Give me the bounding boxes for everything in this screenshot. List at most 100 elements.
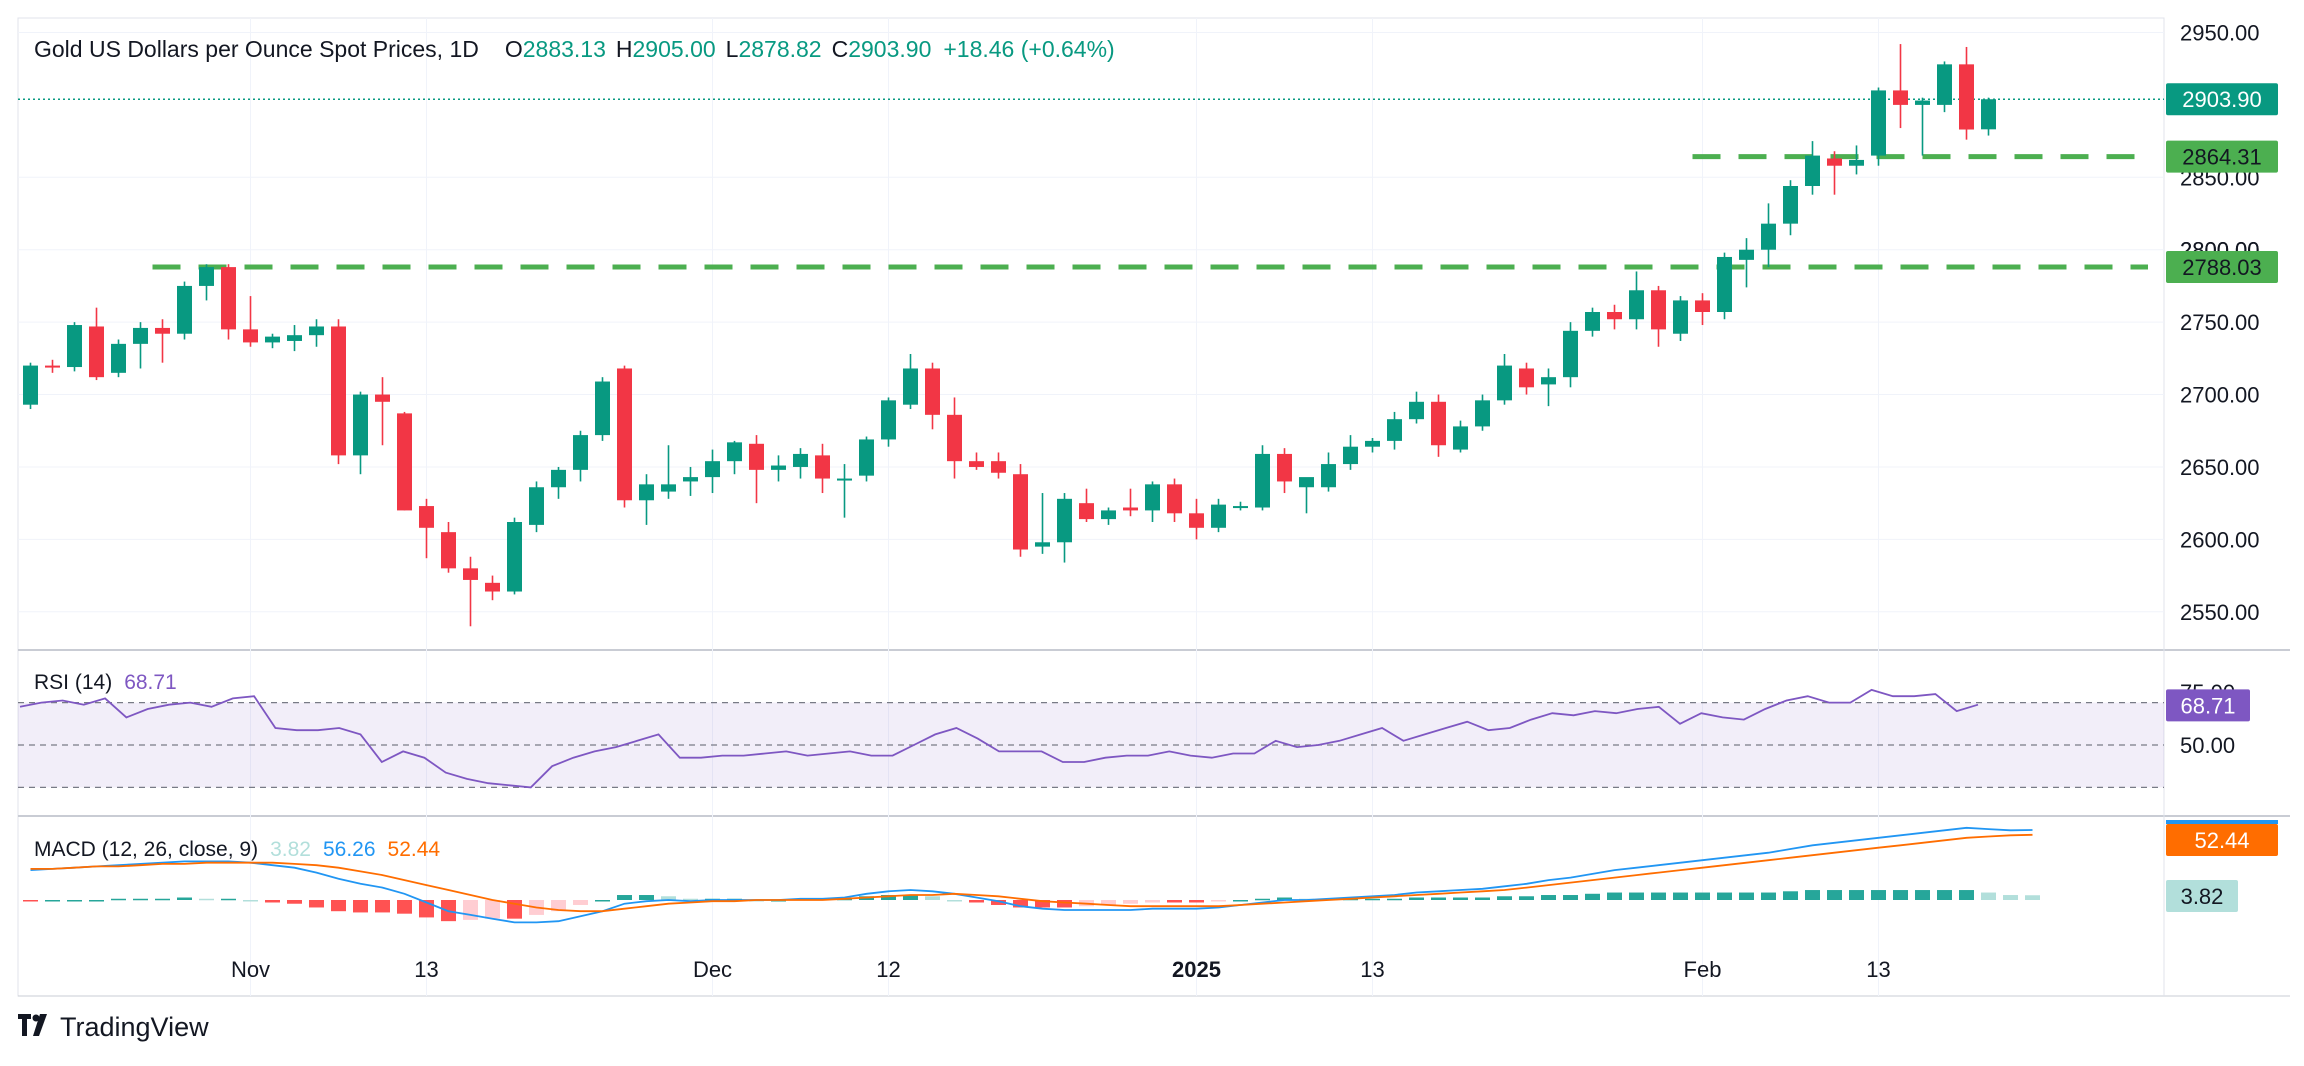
candle-body	[1607, 312, 1622, 320]
macd-histogram-bar	[485, 900, 500, 919]
macd-histogram-bar	[353, 900, 368, 913]
price-tick-label: 2600.00	[2180, 527, 2260, 552]
macd-histogram-bar	[199, 898, 214, 901]
macd-histogram-bar	[573, 900, 588, 905]
candle-body	[793, 453, 808, 467]
candle-body	[67, 325, 82, 368]
candle-body	[133, 327, 148, 344]
price-tick-label: 2950.00	[2180, 20, 2260, 45]
candle-body	[1321, 464, 1336, 488]
candle-body	[529, 487, 544, 525]
candle-body	[727, 442, 742, 462]
macd-histogram-bar	[1057, 900, 1072, 908]
candle-body	[1959, 64, 1974, 130]
candle-body	[1739, 249, 1754, 260]
candle-body	[1915, 100, 1930, 105]
macd-histogram-bar	[243, 900, 258, 902]
time-tick-label: 13	[414, 957, 438, 982]
tradingview-wordmark: TradingView	[60, 1012, 209, 1042]
candle-body	[1431, 401, 1446, 446]
open-value: 2883.13	[522, 36, 606, 62]
candle-body	[1519, 368, 1534, 388]
last-price-label: 2903.90	[2182, 87, 2262, 112]
candle-body	[925, 368, 940, 415]
macd-histogram-bar	[2003, 895, 2018, 900]
candle-body	[287, 335, 302, 341]
candle-body	[177, 285, 192, 334]
high-value: 2905.00	[632, 36, 716, 62]
candle-body	[991, 461, 1006, 473]
candle-body	[111, 343, 126, 373]
macd-histogram-bar	[1651, 892, 1666, 900]
close-label: C	[831, 36, 849, 62]
macd-histogram-bar	[1365, 898, 1380, 901]
candle-body	[1937, 64, 1952, 105]
candle-body	[1365, 440, 1380, 447]
macd-histogram-bar	[1013, 900, 1028, 908]
macd-histogram-bar	[265, 900, 280, 903]
macd-legend[interactable]: MACD (12, 26, close, 9) 3.82 56.26 52.44	[34, 838, 440, 862]
time-tick-label: Dec	[693, 957, 732, 982]
low-value: 2878.82	[738, 36, 822, 62]
candle-body	[375, 394, 390, 402]
macd-histogram-bar	[1409, 897, 1424, 900]
time-tick-label: 12	[876, 957, 900, 982]
macd-histogram-bar	[397, 900, 412, 914]
macd-histogram-bar	[1739, 892, 1754, 900]
candle-body	[485, 582, 500, 592]
candle-body	[1145, 484, 1160, 511]
macd-histogram-bar	[1233, 900, 1248, 902]
macd-histogram-bar	[67, 900, 82, 902]
macd-hist-label: 3.82	[2181, 884, 2224, 909]
macd-histogram-bar	[1959, 890, 1974, 900]
macd-histogram-bar	[1255, 898, 1270, 901]
candle-body	[441, 532, 456, 569]
macd-line	[30, 826, 2033, 924]
symbol-title[interactable]: Gold US Dollars per Ounce Spot Prices, 1…	[34, 36, 479, 62]
price-tick-label: 2700.00	[2180, 383, 2260, 408]
macd-histogram-bar	[1761, 892, 1776, 900]
candle-body	[617, 368, 632, 501]
macd-histogram-bar	[551, 900, 566, 912]
macd-line-value: 56.26	[322, 838, 376, 861]
candle-body	[551, 469, 566, 488]
candle-body	[1585, 312, 1600, 331]
level-price-label: 2864.31	[2182, 145, 2262, 170]
last-price-tag	[2166, 83, 2278, 116]
macd-histogram-bar	[1563, 895, 1578, 900]
candle-body	[309, 326, 324, 336]
candle-body	[815, 455, 830, 479]
candle-body	[1827, 158, 1842, 166]
macd-histogram-bar	[1519, 896, 1534, 900]
time-tick-label: Feb	[1684, 957, 1722, 982]
macd-histogram-bar	[1629, 892, 1644, 900]
candle-body	[419, 506, 434, 528]
macd-histogram-bar	[1849, 890, 1864, 900]
candle-body	[23, 365, 38, 405]
tradingview-logo-icon	[18, 1012, 52, 1043]
candle-body	[199, 267, 214, 286]
tradingview-brand[interactable]: TradingView	[18, 1012, 209, 1043]
macd-histogram-bar	[1915, 890, 1930, 900]
macd-histogram-bar	[287, 900, 302, 904]
candle-body	[463, 568, 478, 580]
candle-body	[1673, 300, 1688, 334]
macd-signal-tag	[2166, 824, 2278, 856]
candle-body	[1101, 510, 1116, 520]
candle-body	[771, 465, 786, 470]
candle-body	[1475, 400, 1490, 427]
rsi-legend[interactable]: RSI (14) 68.71	[34, 671, 177, 695]
macd-histogram-bar	[1101, 900, 1116, 905]
macd-hist-value: 3.82	[270, 838, 311, 861]
candle-body	[1057, 498, 1072, 543]
macd-histogram-bar	[2025, 895, 2040, 900]
candle-body	[1167, 484, 1182, 514]
chart-header: Gold US Dollars per Ounce Spot Prices, 1…	[34, 36, 1115, 63]
candle-body	[1189, 513, 1204, 528]
macd-histogram-bar	[1981, 892, 1996, 900]
low-label: L	[725, 36, 739, 62]
macd-signal-label: 52.44	[2194, 828, 2249, 853]
candle-body	[1079, 503, 1094, 520]
level-price-tag	[2166, 140, 2278, 173]
